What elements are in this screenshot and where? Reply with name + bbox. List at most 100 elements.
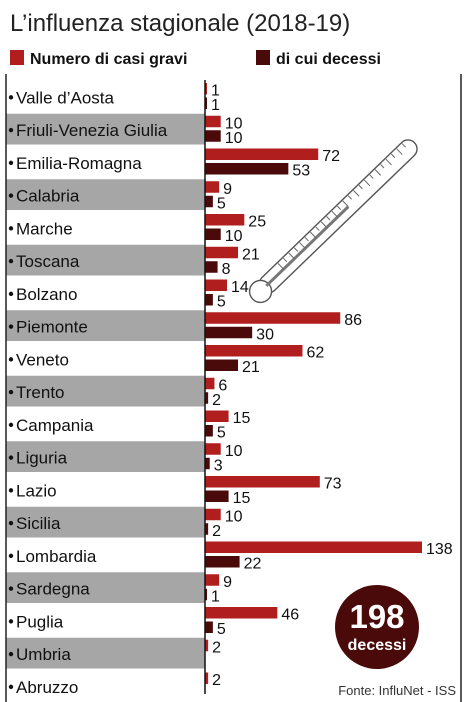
value-label-numero-di-casi-gravi-toscana: 21	[242, 246, 260, 263]
bar-numero-di-casi-gravi-liguria	[205, 443, 221, 455]
bar-di-cui-decessi-lombardia	[205, 556, 240, 568]
row-band-liguria	[6, 441, 205, 472]
bar-di-cui-decessi-veneto	[205, 359, 239, 371]
value-label-numero-di-casi-gravi-bolzano: 14	[231, 279, 249, 296]
value-label-numero-di-casi-gravi-puglia: 46	[281, 607, 299, 624]
bar-di-cui-decessi-bolzano	[205, 294, 213, 306]
thermometer-tick	[337, 205, 342, 211]
thermometer-tick	[288, 252, 295, 260]
row-band-piemonte	[6, 310, 205, 341]
category-label-sicilia: Sicilia	[16, 514, 61, 533]
thermometer-tick	[396, 148, 403, 155]
thermometer-tick	[385, 158, 392, 166]
title: L’influenza stagionale (2018-19)	[10, 10, 350, 37]
legend-swatch-decessi	[256, 50, 270, 65]
thermometer-tick	[304, 237, 309, 242]
bullet-trento	[8, 389, 14, 395]
value-label-numero-di-casi-gravi-umbria: 2	[212, 639, 221, 656]
value-label-di-cui-decessi-veneto: 21	[242, 359, 260, 376]
row-band-sardegna	[6, 572, 205, 603]
bullet-valle-d-aosta	[8, 95, 14, 100]
value-label-numero-di-casi-gravi-lombardia: 138	[426, 541, 453, 558]
value-label-di-cui-decessi-emilia-romagna: 53	[292, 163, 310, 180]
bullet-lazio	[8, 488, 14, 493]
bullet-abruzzo	[8, 684, 14, 690]
bullet-friuli-venezia-giulia	[8, 127, 14, 133]
value-label-di-cui-decessi-trento: 2	[212, 392, 221, 409]
bar-di-cui-decessi-emilia-romagna	[205, 163, 289, 175]
badge-label: decessi	[348, 637, 407, 654]
category-label-bolzano: Bolzano	[16, 285, 77, 304]
row-band-umbria	[6, 637, 205, 669]
category-label-umbria: Umbria	[16, 645, 71, 664]
value-label-di-cui-decessi-valle-d-aosta: 1	[211, 97, 220, 114]
bullet-liguria	[8, 455, 14, 460]
value-label-di-cui-decessi-friuli-venezia-giulia: 10	[225, 130, 243, 147]
bar-di-cui-decessi-marche	[205, 228, 221, 240]
thermometer-tick	[310, 231, 317, 239]
value-label-di-cui-decessi-liguria: 3	[214, 457, 223, 474]
thermometer-tick	[315, 226, 320, 231]
value-label-di-cui-decessi-campania: 5	[217, 425, 226, 442]
value-label-di-cui-decessi-lombardia: 22	[244, 556, 262, 573]
value-label-numero-di-casi-gravi-friuli-venezia-giulia: 10	[225, 115, 243, 132]
bar-numero-di-casi-gravi-marche	[205, 214, 245, 226]
value-label-di-cui-decessi-marche: 10	[225, 228, 243, 245]
bullet-bolzano	[8, 291, 14, 297]
bullet-marche	[8, 226, 14, 231]
value-label-numero-di-casi-gravi-veneto: 62	[306, 345, 324, 362]
bullet-piemonte	[8, 324, 14, 329]
bar-di-cui-decessi-trento	[205, 392, 209, 404]
bar-di-cui-decessi-puglia	[205, 621, 213, 633]
thermometer-tick	[320, 221, 328, 228]
rows: Valle d’Aosta Friuli-Venezia Giulia Emilia…	[8, 88, 168, 697]
value-label-numero-di-casi-gravi-emilia-romagna: 72	[322, 148, 340, 165]
category-label-emilia-romagna: Emilia-Romagna	[16, 154, 142, 173]
thermometer-tick	[353, 190, 360, 197]
value-label-di-cui-decessi-sardegna: 1	[211, 588, 220, 605]
value-label-numero-di-casi-gravi-trento: 6	[218, 377, 227, 394]
source-note: Fonte: InfluNet - ISS	[338, 683, 456, 698]
chart-title: L’influenza stagionale (2018-19)	[10, 10, 350, 37]
category-label-sardegna: Sardegna	[16, 580, 90, 599]
bar-numero-di-casi-gravi-valle-d-aosta	[205, 83, 207, 95]
value-label-numero-di-casi-gravi-valle-d-aosta: 1	[211, 83, 220, 100]
bar-numero-di-casi-gravi-abruzzo	[205, 672, 209, 684]
bar-di-cui-decessi-sardegna	[205, 588, 207, 601]
total-badge: 198 decessi	[335, 585, 419, 669]
bar-di-cui-decessi-liguria	[205, 457, 210, 470]
bar-numero-di-casi-gravi-sicilia	[205, 508, 221, 521]
legend: Numero di casi gravi di cui decessi	[10, 50, 381, 68]
thermometer-tick	[293, 247, 299, 252]
bullet-sicilia	[8, 520, 14, 526]
bar-numero-di-casi-gravi-veneto	[205, 345, 303, 357]
category-label-trento: Trento	[16, 383, 65, 402]
thermometer-tick	[369, 174, 374, 179]
thermometer-tick	[374, 169, 382, 176]
category-label-calabria: Calabria	[16, 187, 80, 206]
bar-numero-di-casi-gravi-piemonte	[205, 312, 341, 324]
badge-circle	[335, 585, 419, 669]
bullet-calabria	[8, 193, 14, 198]
bar-numero-di-casi-gravi-lazio	[205, 476, 320, 488]
value-label-di-cui-decessi-bolzano: 5	[217, 294, 226, 311]
category-label-lombardia: Lombardia	[16, 547, 97, 566]
category-label-friuli-venezia-giulia: Friuli-Venezia Giulia	[16, 121, 168, 140]
bar-numero-di-casi-gravi-friuli-venezia-giulia	[205, 115, 221, 128]
thermometer-tick	[283, 257, 288, 263]
value-label-numero-di-casi-gravi-lazio: 73	[324, 476, 342, 493]
thermometer-tick	[299, 242, 306, 249]
row-band-sicilia	[6, 506, 205, 538]
bar-numero-di-casi-gravi-puglia	[205, 607, 278, 619]
thermometer-tick	[358, 184, 363, 190]
bullet-sardegna	[8, 586, 14, 591]
value-label-numero-di-casi-gravi-abruzzo: 2	[212, 672, 221, 689]
category-label-campania: Campania	[16, 416, 94, 435]
value-label-di-cui-decessi-calabria: 5	[217, 195, 226, 212]
value-label-numero-di-casi-gravi-sicilia: 10	[225, 508, 243, 525]
bullet-umbria	[8, 651, 14, 657]
category-label-liguria: Liguria	[16, 449, 68, 468]
bar-di-cui-decessi-friuli-venezia-giulia	[205, 130, 221, 142]
category-label-abruzzo: Abruzzo	[16, 678, 78, 697]
bar-numero-di-casi-gravi-sardegna	[205, 574, 220, 586]
